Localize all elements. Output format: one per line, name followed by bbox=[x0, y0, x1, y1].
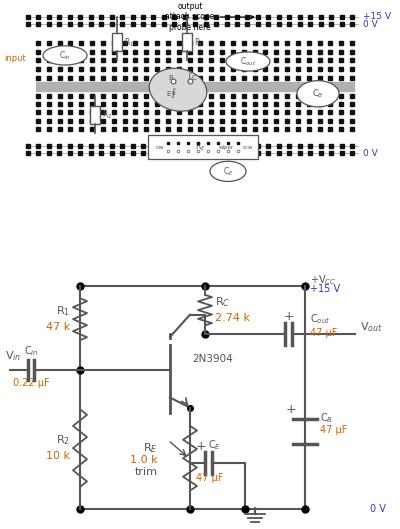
Text: C$_B$: C$_B$ bbox=[320, 412, 333, 425]
Text: trim: trim bbox=[135, 468, 158, 477]
Text: input: input bbox=[4, 54, 26, 63]
Text: R$_E$: R$_E$ bbox=[143, 441, 158, 455]
Text: 0 V: 0 V bbox=[363, 149, 378, 158]
Bar bbox=[182, 33, 192, 51]
Text: E$\oint$: E$\oint$ bbox=[166, 86, 177, 100]
Text: +15 V: +15 V bbox=[363, 12, 391, 21]
Bar bbox=[90, 106, 100, 124]
Text: +V$_{CC}$: +V$_{CC}$ bbox=[310, 273, 336, 287]
Text: 47 μF: 47 μF bbox=[196, 473, 224, 484]
Text: 2.74 k: 2.74 k bbox=[215, 313, 250, 323]
Text: R$_1$: R$_1$ bbox=[124, 36, 134, 49]
Text: 2N3904: 2N3904 bbox=[192, 354, 233, 363]
Text: R$_2$: R$_2$ bbox=[56, 433, 70, 447]
Text: 0.22 μF: 0.22 μF bbox=[13, 378, 49, 388]
Text: 47 μF: 47 μF bbox=[310, 328, 337, 338]
Ellipse shape bbox=[297, 80, 339, 107]
Text: ccw: ccw bbox=[243, 145, 253, 150]
Ellipse shape bbox=[226, 52, 270, 71]
Text: +: + bbox=[196, 440, 206, 453]
Text: cw: cw bbox=[156, 145, 164, 150]
Text: 1.0 k: 1.0 k bbox=[130, 455, 158, 465]
Bar bbox=[112, 33, 122, 51]
Text: R$_C$: R$_C$ bbox=[215, 295, 230, 309]
Text: 47 μF: 47 μF bbox=[320, 425, 347, 435]
Ellipse shape bbox=[149, 68, 207, 111]
Text: 0 V: 0 V bbox=[370, 504, 386, 514]
Text: R$_C$: R$_C$ bbox=[194, 36, 205, 49]
Text: +15 V: +15 V bbox=[310, 285, 340, 294]
Text: 10 k: 10 k bbox=[46, 451, 70, 461]
Text: C$_E$: C$_E$ bbox=[208, 438, 222, 452]
Bar bbox=[148, 135, 258, 159]
Text: C$_{in}$: C$_{in}$ bbox=[24, 344, 38, 359]
Text: B: B bbox=[168, 75, 173, 80]
Text: V$_{in}$: V$_{in}$ bbox=[5, 349, 21, 362]
Text: V$_{out}$: V$_{out}$ bbox=[360, 320, 383, 334]
Text: C$_{in}$: C$_{in}$ bbox=[59, 49, 71, 62]
Text: $\int$C: $\int$C bbox=[186, 70, 198, 84]
Text: R$_2$: R$_2$ bbox=[102, 108, 112, 121]
Bar bbox=[36, 81, 354, 91]
Ellipse shape bbox=[43, 46, 87, 65]
Text: C$_{out}$: C$_{out}$ bbox=[240, 55, 256, 68]
Text: C$_{out}$: C$_{out}$ bbox=[310, 312, 330, 325]
Text: +: + bbox=[284, 309, 294, 323]
Ellipse shape bbox=[210, 161, 246, 181]
Text: output
attach scope
probe here: output attach scope probe here bbox=[165, 2, 254, 32]
Text: +: + bbox=[286, 403, 296, 416]
Text: R$_1$: R$_1$ bbox=[56, 304, 70, 318]
Text: C$_B$: C$_B$ bbox=[312, 87, 324, 100]
Text: R$_E$: R$_E$ bbox=[195, 141, 205, 153]
Text: 47 k: 47 k bbox=[46, 322, 70, 332]
Text: wiper: wiper bbox=[218, 145, 234, 150]
Text: C$_E$: C$_E$ bbox=[222, 165, 234, 178]
Text: 0 V: 0 V bbox=[363, 20, 378, 29]
